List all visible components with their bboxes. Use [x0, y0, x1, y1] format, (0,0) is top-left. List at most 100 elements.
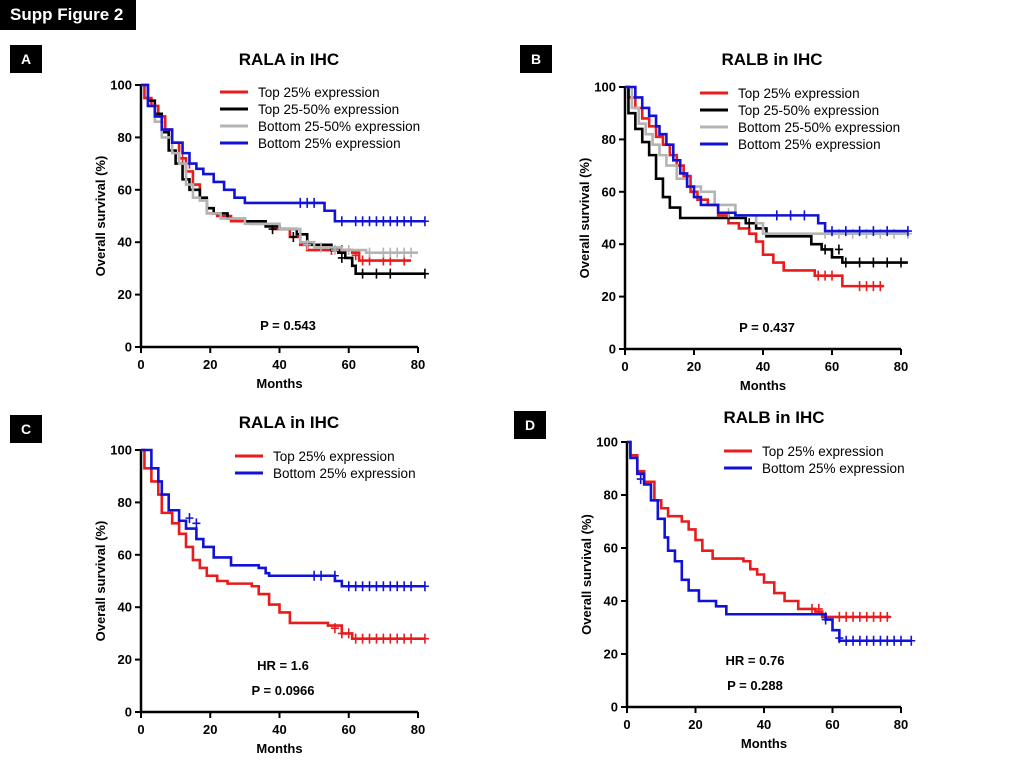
- censor-mark: [855, 257, 864, 268]
- censor-mark: [407, 581, 416, 592]
- km-chart-a: RALA in IHC 0 20 40 60 80 100 0 20 40 60 80 Months Ov…: [93, 50, 429, 391]
- y-axis-label: Overall survival (%): [579, 514, 594, 635]
- censor-mark: [337, 628, 346, 639]
- censor-mark: [372, 633, 381, 644]
- censor-mark: [372, 581, 381, 592]
- censor-mark: [358, 255, 367, 266]
- y-tick-label: 40: [118, 600, 132, 615]
- y-tick-label: 80: [602, 132, 616, 147]
- censor-mark: [310, 570, 319, 581]
- censor-mark: [869, 257, 878, 268]
- censor-mark: [393, 633, 402, 644]
- censor-mark: [351, 216, 360, 227]
- censor-mark: [420, 268, 429, 279]
- y-tick-label: 80: [118, 130, 132, 145]
- y-tick-label: 40: [604, 594, 618, 609]
- censor-mark: [869, 611, 878, 622]
- censor-mark: [386, 247, 395, 258]
- y-tick-label: 60: [118, 547, 132, 562]
- censor-mark: [358, 581, 367, 592]
- x-tick-label: 0: [137, 722, 144, 737]
- y-axis-label: Overall survival (%): [93, 521, 108, 642]
- x-tick-label: 60: [342, 357, 356, 372]
- survival-curve-top-25-expression: [627, 440, 891, 619]
- censor-mark: [268, 224, 277, 235]
- censor-mark: [828, 226, 836, 237]
- censor-mark: [303, 197, 312, 208]
- censor-mark: [344, 628, 353, 639]
- survival-curve-bottom-25-50-expression: [625, 85, 908, 236]
- x-tick-label: 0: [137, 357, 144, 372]
- censor-mark: [420, 633, 429, 644]
- x-axis-label: Months: [256, 376, 302, 391]
- censor-mark: [876, 281, 885, 292]
- censor-mark: [296, 197, 305, 208]
- y-tick-label: 20: [118, 287, 132, 302]
- censor-mark: [407, 247, 416, 258]
- censor-mark: [400, 247, 409, 258]
- censor-mark: [903, 226, 912, 237]
- legend-label: Top 25% expression: [273, 449, 395, 464]
- censor-mark: [420, 581, 429, 592]
- censor-mark: [876, 611, 885, 622]
- stat-annotation: P = 0.0966: [251, 683, 314, 698]
- x-axis-label: Months: [740, 378, 786, 393]
- km-chart-d: RALB in IHC 0 20 40 60 80 100 0 20 40 60 80 Months Ov…: [579, 408, 916, 751]
- censor-mark: [862, 281, 871, 292]
- censor-mark: [379, 581, 388, 592]
- censor-mark: [372, 216, 381, 227]
- survival-curve-top-25-50-expression: [141, 83, 425, 275]
- censor-mark: [855, 226, 864, 237]
- censor-mark: [855, 635, 864, 646]
- chart-title: RALA in IHC: [239, 50, 339, 69]
- censor-mark: [386, 633, 395, 644]
- censor-mark: [337, 252, 346, 263]
- censor-mark: [358, 633, 367, 644]
- censor-mark: [365, 581, 374, 592]
- censor-mark: [358, 268, 367, 279]
- censor-mark: [407, 633, 416, 644]
- y-tick-label: 0: [611, 700, 618, 715]
- censor-mark: [317, 570, 326, 581]
- legend-label: Bottom 25% expression: [258, 136, 401, 151]
- censor-mark: [393, 216, 402, 227]
- x-tick-label: 40: [272, 722, 286, 737]
- km-chart-b: RALB in IHC 0 20 40 60 80 100 0 20 40 60 80 Months Ov…: [577, 50, 912, 393]
- censor-mark: [365, 247, 374, 258]
- legend-label: Top 25-50% expression: [258, 102, 399, 117]
- censor-mark: [303, 239, 312, 250]
- x-tick-label: 80: [894, 717, 908, 732]
- y-tick-label: 100: [594, 80, 616, 95]
- censor-mark: [897, 257, 905, 268]
- legend-label: Top 25% expression: [762, 444, 884, 459]
- censor-mark: [365, 216, 374, 227]
- x-tick-label: 40: [757, 717, 771, 732]
- censor-mark: [379, 247, 388, 258]
- panel-label-a: A: [10, 45, 42, 73]
- legend-label: Top 25-50% expression: [738, 103, 879, 118]
- censor-mark: [814, 270, 823, 281]
- y-tick-label: 100: [110, 78, 132, 93]
- censor-mark: [821, 614, 830, 625]
- censor-mark: [310, 197, 319, 208]
- x-tick-label: 80: [411, 357, 425, 372]
- censor-mark: [372, 268, 381, 279]
- censor-mark: [828, 270, 836, 281]
- y-tick-label: 40: [602, 237, 616, 252]
- survival-curve-top-25-expression: [625, 85, 884, 288]
- legend-label: Top 25% expression: [258, 85, 380, 100]
- y-tick-label: 20: [602, 289, 616, 304]
- censor-mark: [786, 210, 795, 221]
- y-tick-label: 40: [118, 235, 132, 250]
- censor-mark: [745, 218, 754, 229]
- y-axis-label: Overall survival (%): [93, 156, 108, 277]
- censor-mark: [855, 611, 864, 622]
- x-tick-label: 20: [687, 359, 701, 374]
- censor-mark: [842, 635, 851, 646]
- censor-mark: [849, 611, 858, 622]
- censor-mark: [883, 611, 892, 622]
- stat-annotation: P = 0.437: [739, 320, 795, 335]
- censor-mark: [400, 581, 409, 592]
- y-axis-label: Overall survival (%): [577, 158, 592, 279]
- censor-mark: [841, 257, 850, 268]
